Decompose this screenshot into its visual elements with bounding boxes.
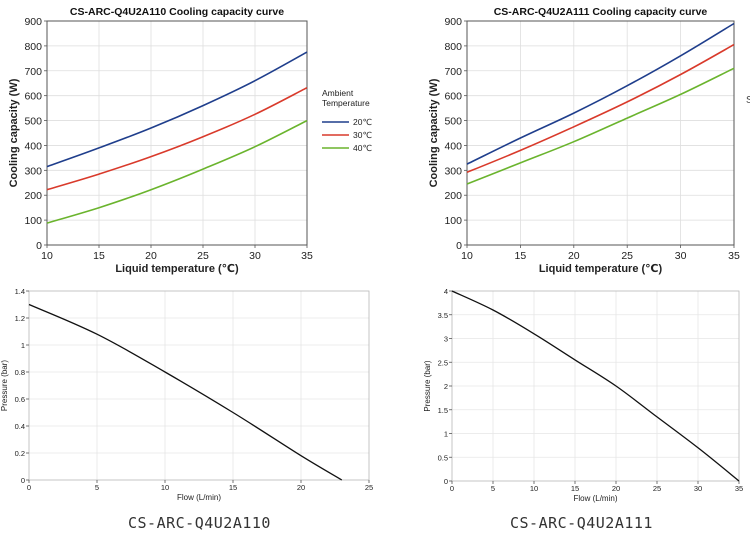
y-tick-label: 400 — [444, 140, 462, 152]
y-tick-label: 0.5 — [438, 453, 448, 462]
y-tick-label: 1.2 — [15, 314, 25, 323]
y-tick-label: 1.5 — [438, 406, 448, 415]
legend-label: 30℃ — [353, 130, 372, 140]
x-tick-label: 30 — [249, 250, 261, 262]
chart-4: 0 5 10 15 20 25 30 35 0 0.5 1 1.5 2 2.5 3 3.5 4 Flow (L/m… — [423, 287, 743, 503]
x-tick-label: 15 — [229, 483, 237, 492]
y-tick-label: 0.6 — [15, 395, 25, 404]
series-line-1 — [46, 51, 308, 168]
x-tick-label: 10 — [161, 483, 169, 492]
y-tick-label: 0 — [444, 477, 448, 486]
x-axis-label: Flow (L/min) — [573, 494, 617, 503]
x-tick-label: 10 — [530, 484, 538, 493]
x-tick-label: 20 — [145, 250, 157, 262]
series-line-3 — [46, 119, 308, 224]
y-tick-label: 4 — [444, 287, 448, 296]
x-tick-label: 35 — [728, 250, 740, 262]
x-axis-label: Liquid temperature (℃) — [539, 263, 663, 275]
x-tick-label: 35 — [301, 250, 313, 262]
x-tick-label: 30 — [694, 484, 702, 493]
y-tick-label: 1 — [444, 430, 448, 439]
x-tick-label: 0 — [27, 483, 31, 492]
x-tick-label: 20 — [297, 483, 305, 492]
x-tick-label: 35 — [735, 484, 743, 493]
y-tick-label: 900 — [24, 16, 42, 28]
x-axis-label: Liquid temperature (℃) — [115, 263, 239, 275]
y-tick-label: 300 — [24, 165, 42, 177]
x-tick-label: 15 — [515, 250, 527, 262]
x-tick-label: 5 — [491, 484, 495, 493]
plot-frame — [46, 20, 308, 246]
series-line-3 — [466, 67, 735, 185]
x-tick-label: 10 — [41, 250, 53, 262]
x-tick-label: 15 — [93, 250, 105, 262]
model-caption-left: CS-ARC-Q4U2A110 — [128, 514, 271, 532]
y-tick-label: 2 — [444, 382, 448, 391]
x-tick-label: 5 — [95, 483, 99, 492]
y-tick-label: 0.8 — [15, 368, 25, 377]
x-tick-label: 20 — [568, 250, 580, 262]
legend-label: 40℃ — [353, 143, 372, 153]
chart-1: 10 15 20 25 30 35 0 100 200 300 400 500 600 700 800 900… — [8, 6, 372, 275]
legend-title-line2: Temperature — [322, 98, 370, 108]
y-tick-label: 0 — [456, 240, 462, 252]
y-tick-label: 800 — [24, 41, 42, 53]
series-line-2 — [46, 86, 308, 191]
x-tick-label: 10 — [461, 250, 473, 262]
y-tick-label: 600 — [24, 91, 42, 103]
y-tick-label: 1.4 — [15, 287, 25, 296]
y-tick-label: 900 — [444, 16, 462, 28]
y-tick-label: 700 — [24, 66, 42, 78]
y-axis-label: Cooling capacity (W) — [428, 78, 440, 187]
y-tick-label: 400 — [24, 140, 42, 152]
y-tick-label: 600 — [444, 91, 462, 103]
x-tick-label: 25 — [621, 250, 633, 262]
x-tick-label: 0 — [450, 484, 454, 493]
y-tick-label: 3.5 — [438, 311, 448, 320]
chart-title: CS-ARC-Q4U2A111 Cooling capacity curve — [494, 6, 708, 18]
y-tick-label: 0.4 — [15, 422, 25, 431]
chart-title: CS-ARC-Q4U2A110 Cooling capacity curve — [70, 6, 284, 18]
y-axis-label: Pressure (bar) — [423, 360, 432, 411]
y-tick-label: 3 — [444, 335, 448, 344]
y-tick-label: 1 — [21, 341, 25, 350]
chart-2: 10 15 20 25 30 35 0 100 200 300 400 500 600 700 800 900… — [428, 6, 740, 275]
plot-frame — [466, 20, 735, 246]
chart-3: 0 5 10 15 20 25 0 0.2 0.4 0.6 0.8 1 1.2 1.4 Flow (L/mi… — [0, 287, 373, 502]
y-tick-label: 100 — [444, 215, 462, 227]
x-tick-label: 15 — [571, 484, 579, 493]
legend-label: 20℃ — [353, 117, 372, 127]
series-line-2 — [466, 43, 735, 174]
y-tick-label: 0.2 — [15, 449, 25, 458]
y-tick-label: 500 — [444, 116, 462, 128]
x-axis-label: Flow (L/min) — [177, 493, 221, 502]
plot-frame — [28, 290, 370, 481]
y-tick-label: 700 — [444, 66, 462, 78]
x-tick-label: 20 — [612, 484, 620, 493]
legend-title-line1: Ambient — [322, 88, 354, 98]
x-tick-label: 30 — [675, 250, 687, 262]
series-line-1 — [466, 22, 735, 165]
y-tick-label: 0 — [21, 476, 25, 485]
model-caption-right: CS-ARC-Q4U2A111 — [510, 514, 653, 532]
series-line-1 — [28, 303, 343, 481]
y-axis-label: Cooling capacity (W) — [8, 78, 20, 187]
x-tick-label: 25 — [365, 483, 373, 492]
cropped-glyph: S — [746, 95, 750, 106]
x-tick-label: 25 — [653, 484, 661, 493]
y-tick-label: 0 — [36, 240, 42, 252]
y-tick-label: 800 — [444, 41, 462, 53]
y-tick-label: 500 — [24, 116, 42, 128]
y-axis-label: Pressure (bar) — [0, 360, 9, 411]
x-tick-label: 25 — [197, 250, 209, 262]
y-tick-label: 300 — [444, 165, 462, 177]
y-tick-label: 2.5 — [438, 358, 448, 367]
y-tick-label: 100 — [24, 215, 42, 227]
y-tick-label: 200 — [24, 190, 42, 202]
y-tick-label: 200 — [444, 190, 462, 202]
series-line-1 — [451, 290, 740, 482]
